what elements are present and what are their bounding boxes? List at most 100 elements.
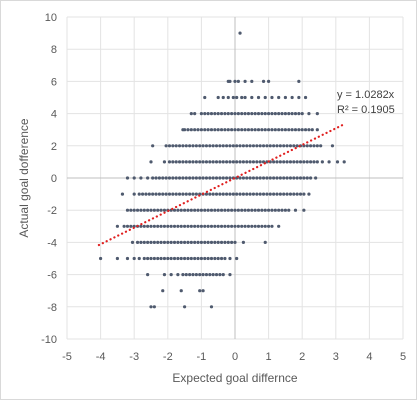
data-point bbox=[256, 112, 261, 116]
data-point bbox=[206, 208, 210, 212]
data-point bbox=[295, 192, 299, 196]
data-point bbox=[238, 176, 242, 180]
data-point bbox=[142, 208, 146, 212]
data-point bbox=[219, 112, 224, 116]
data-point bbox=[159, 208, 163, 212]
x-tick-label: -1 bbox=[197, 351, 207, 363]
data-point bbox=[162, 160, 167, 164]
data-point bbox=[267, 112, 271, 116]
data-point bbox=[218, 160, 222, 164]
data-point bbox=[142, 224, 146, 228]
data-point bbox=[137, 256, 141, 261]
data-point bbox=[295, 144, 299, 148]
data-point bbox=[225, 176, 229, 180]
data-point bbox=[226, 112, 230, 116]
data-point bbox=[221, 144, 225, 148]
data-point bbox=[183, 224, 187, 228]
data-point bbox=[139, 176, 143, 180]
data-point bbox=[225, 160, 229, 164]
data-point bbox=[208, 176, 212, 180]
data-point bbox=[189, 240, 193, 244]
data-point bbox=[213, 256, 217, 261]
data-point bbox=[263, 208, 267, 212]
y-tick-label: -8 bbox=[47, 302, 57, 314]
data-point bbox=[211, 160, 215, 164]
data-point bbox=[162, 273, 167, 277]
data-point bbox=[194, 273, 198, 277]
data-point bbox=[193, 240, 197, 244]
data-point bbox=[213, 112, 217, 116]
data-point bbox=[189, 224, 193, 228]
y-tick-label: -10 bbox=[41, 334, 57, 346]
data-point bbox=[280, 112, 284, 116]
data-point bbox=[149, 240, 153, 244]
x-tick-label: -4 bbox=[96, 351, 106, 363]
data-point bbox=[288, 192, 293, 196]
data-point bbox=[223, 240, 227, 244]
data-point bbox=[270, 95, 274, 100]
data-point bbox=[177, 160, 182, 164]
data-point bbox=[206, 224, 210, 228]
data-point bbox=[181, 160, 185, 164]
data-point bbox=[191, 273, 195, 277]
data-point bbox=[152, 240, 156, 244]
data-point bbox=[177, 144, 182, 148]
y-tick-label: 8 bbox=[51, 44, 57, 56]
data-point bbox=[157, 176, 161, 180]
data-point bbox=[315, 160, 319, 164]
data-point bbox=[285, 192, 289, 196]
data-point bbox=[164, 192, 168, 196]
data-point bbox=[230, 240, 234, 244]
data-point bbox=[231, 144, 235, 148]
data-point bbox=[177, 192, 182, 196]
data-point bbox=[162, 240, 167, 244]
data-point bbox=[198, 273, 202, 277]
data-point bbox=[228, 273, 232, 277]
data-point bbox=[203, 256, 207, 261]
data-point bbox=[263, 224, 267, 228]
data-point bbox=[159, 256, 163, 261]
data-point bbox=[115, 256, 119, 261]
data-point bbox=[228, 144, 232, 148]
data-point bbox=[225, 192, 229, 196]
data-point bbox=[218, 273, 222, 277]
data-point bbox=[283, 112, 287, 116]
data-point bbox=[297, 95, 301, 100]
data-point bbox=[255, 144, 259, 148]
data-point bbox=[277, 95, 281, 100]
data-point bbox=[223, 224, 227, 228]
data-point bbox=[216, 128, 220, 132]
data-point bbox=[181, 273, 185, 277]
data-point bbox=[293, 128, 298, 132]
data-point bbox=[142, 240, 146, 244]
data-point bbox=[268, 192, 272, 196]
data-point bbox=[193, 128, 197, 132]
data-point bbox=[275, 192, 279, 196]
data-point bbox=[287, 128, 291, 132]
data-point bbox=[159, 224, 163, 228]
x-tick-label: -2 bbox=[163, 351, 173, 363]
data-point bbox=[219, 224, 224, 228]
data-point bbox=[302, 208, 306, 212]
data-point bbox=[193, 112, 197, 116]
data-point bbox=[181, 192, 185, 196]
data-point bbox=[298, 160, 303, 164]
data-point bbox=[223, 128, 227, 132]
data-point bbox=[273, 128, 277, 132]
data-point bbox=[206, 112, 210, 116]
data-point bbox=[211, 176, 215, 180]
data-point bbox=[315, 144, 319, 148]
data-point bbox=[203, 95, 207, 100]
data-point bbox=[209, 128, 214, 132]
data-point bbox=[248, 192, 252, 196]
data-point bbox=[151, 192, 155, 196]
data-point bbox=[250, 79, 254, 83]
data-point bbox=[267, 224, 271, 228]
data-point bbox=[226, 95, 230, 100]
data-point bbox=[208, 273, 212, 277]
data-point bbox=[172, 208, 177, 212]
data-point bbox=[191, 192, 195, 196]
data-point bbox=[177, 176, 182, 180]
data-point bbox=[146, 240, 150, 244]
y-tick-label: 6 bbox=[51, 76, 57, 88]
